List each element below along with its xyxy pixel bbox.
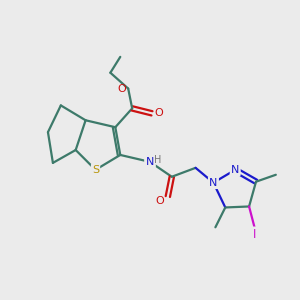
Text: I: I [253,228,257,241]
Text: O: O [155,196,164,206]
Text: O: O [154,108,163,118]
Text: N: N [231,165,239,175]
Text: H: H [154,155,162,165]
Text: S: S [92,165,99,175]
Text: N: N [209,178,218,188]
Text: N: N [146,157,154,167]
Text: S: S [92,165,99,175]
Text: O: O [117,84,126,94]
